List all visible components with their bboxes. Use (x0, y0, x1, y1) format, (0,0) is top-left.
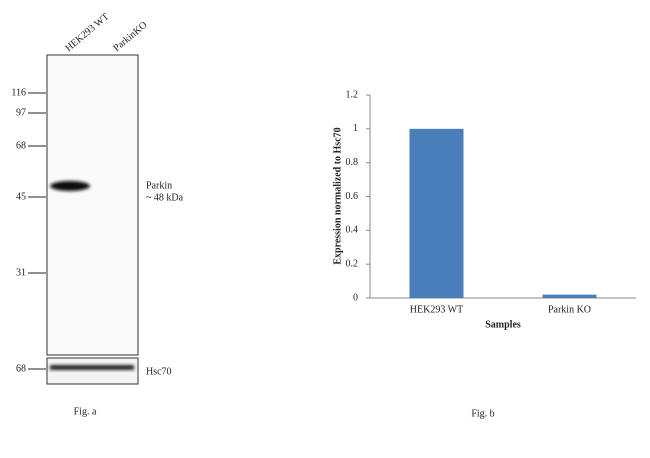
y-tick-label: 0 (353, 292, 358, 303)
y-tick-label: 1 (353, 123, 358, 134)
control-membrane (46, 357, 139, 385)
marker-label: 97 (16, 107, 26, 118)
x-axis-label: Samples (485, 319, 521, 330)
y-tick-label: 0.2 (346, 258, 359, 269)
lane-label: HEK293 WT (63, 11, 111, 54)
band-label: Parkin (146, 180, 172, 191)
y-tick-label: 0.8 (346, 157, 359, 168)
bar (409, 128, 464, 298)
marker-label: 31 (16, 267, 26, 278)
x-tick-label: HEK293 WT (410, 304, 463, 315)
y-tick-label: 1.2 (346, 89, 359, 100)
marker-label: 116 (11, 87, 26, 98)
bar (542, 294, 597, 298)
band-size: ~ 48 kDa (146, 192, 184, 203)
marker-label: 68 (16, 140, 26, 151)
y-tick-label: 0.6 (346, 191, 359, 202)
control-label: Hsc70 (146, 366, 172, 377)
marker-label: 45 (16, 191, 26, 202)
lane-label: ParkinKO (111, 20, 149, 54)
caption: Fig. b (471, 408, 494, 419)
blot-membrane (46, 54, 139, 356)
caption: Fig. a (74, 406, 97, 417)
parkin-band (50, 181, 90, 191)
hsc70-band (50, 365, 134, 370)
marker-label: 68 (16, 363, 26, 374)
y-axis-label: Expression normalized to Hsc70 (332, 127, 343, 264)
y-tick-label: 0.4 (346, 225, 359, 236)
x-tick-label: Parkin KO (548, 304, 591, 315)
